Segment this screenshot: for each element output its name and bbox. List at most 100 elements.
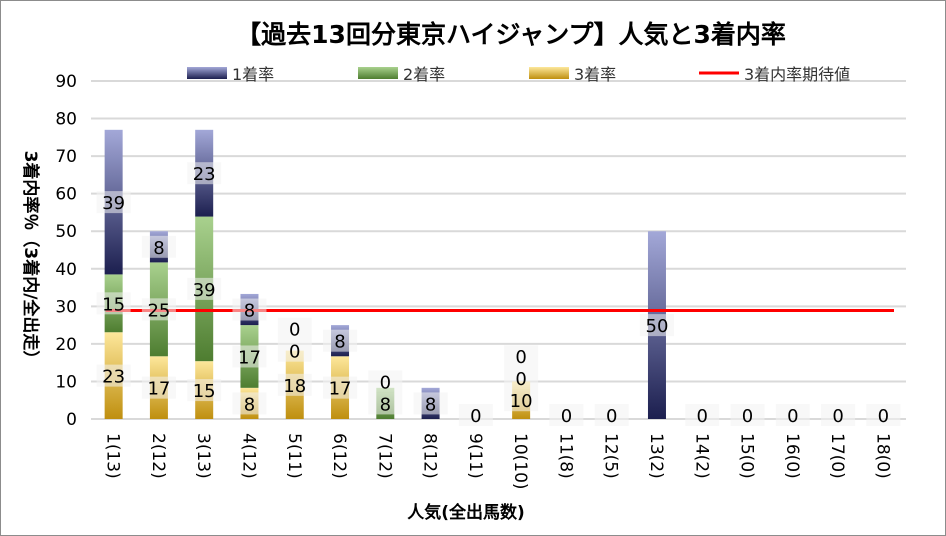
data-label: 15	[102, 294, 125, 315]
y-tick-label: 40	[55, 260, 77, 280]
data-label-box	[323, 329, 358, 352]
x-axis-label: 人気(全出馬数)	[407, 502, 525, 523]
x-tick-label: 3(13)	[193, 433, 213, 479]
legend-label: 2着率	[403, 65, 445, 84]
data-label: 8	[153, 238, 164, 259]
data-label-box	[504, 367, 539, 390]
data-label: 0	[515, 347, 526, 368]
data-label: 17	[238, 347, 261, 368]
data-label: 15	[193, 381, 216, 402]
x-tick-label: 2(12)	[148, 433, 168, 479]
legend-swatch	[187, 67, 227, 79]
y-axis-label: 3着内率％（3着内/全出走）	[20, 151, 41, 368]
data-label: 0	[606, 406, 617, 427]
data-label-box	[141, 298, 176, 321]
data-label-box	[594, 404, 629, 426]
y-tick-label: 10	[55, 372, 77, 392]
data-label-box	[96, 191, 131, 214]
y-tick-label: 80	[55, 110, 77, 130]
x-tick-label: 12(5)	[601, 433, 621, 479]
data-label: 0	[697, 406, 708, 427]
x-tick-label: 9(11)	[465, 433, 485, 479]
data-label: 0	[561, 406, 572, 427]
data-label-box	[504, 345, 539, 368]
data-label-box	[368, 370, 403, 393]
data-label-box	[730, 404, 765, 426]
gridlines	[91, 80, 906, 420]
data-label: 50	[646, 316, 669, 337]
data-label-box	[685, 404, 720, 426]
x-tick-label: 8(12)	[420, 433, 440, 479]
x-tick-label: 6(12)	[329, 433, 349, 479]
data-label: 0	[878, 406, 889, 427]
data-label-box	[232, 298, 267, 321]
data-label-box	[141, 376, 176, 399]
y-tick-label: 60	[55, 185, 77, 205]
data-label: 0	[470, 406, 481, 427]
data-label: 17	[147, 379, 170, 400]
data-label: 0	[832, 406, 843, 427]
data-label-box	[549, 404, 584, 426]
data-label: 8	[380, 394, 391, 415]
data-label-box	[821, 404, 856, 426]
data-label: 23	[102, 367, 125, 388]
data-label-box	[639, 314, 674, 337]
data-label: 8	[334, 332, 345, 353]
data-label-box	[96, 364, 131, 387]
data-label-box	[775, 404, 810, 426]
data-label: 8	[425, 394, 436, 415]
legend: 1着率 2着率 3着率 3着内率期待値	[187, 65, 850, 84]
x-tick-label: 4(12)	[238, 433, 258, 479]
x-tick-label: 14(2)	[691, 433, 711, 479]
y-tick-label: 50	[55, 222, 77, 242]
x-tick-label: 17(0)	[827, 433, 847, 479]
x-tick-label: 11(8)	[555, 433, 575, 479]
y-tick-label: 30	[55, 297, 77, 317]
data-label: 0	[742, 406, 753, 427]
data-label-box	[504, 389, 539, 412]
data-label-box	[187, 162, 222, 185]
data-label: 17	[329, 379, 352, 400]
data-label-box	[187, 379, 222, 402]
x-tick-label: 10(10)	[510, 433, 530, 490]
data-label: 23	[193, 164, 216, 185]
data-label-box	[458, 404, 493, 426]
data-label: 0	[289, 342, 300, 363]
x-tick-label: 1(13)	[103, 433, 123, 479]
data-label-box	[866, 404, 901, 426]
y-tick-labels: 0 10 20 30 40 50 60 70 80 90	[55, 72, 77, 430]
data-label: 8	[244, 301, 255, 322]
data-label: 25	[147, 300, 170, 321]
legend-swatch	[529, 67, 569, 79]
data-label-box	[141, 235, 176, 258]
data-label-box	[368, 392, 403, 415]
data-label: 39	[193, 280, 216, 301]
data-label: 0	[515, 369, 526, 390]
y-tick-label: 20	[55, 335, 77, 355]
legend-label: 3着率	[574, 65, 616, 84]
data-label: 0	[787, 406, 798, 427]
data-label: 0	[380, 372, 391, 393]
legend-label: 1着率	[232, 65, 274, 84]
x-tick-labels: 1(13) 2(12) 3(13) 4(12) 5(11) 6(12) 7(12) 8(12)…	[103, 433, 893, 490]
data-label: 8	[244, 394, 255, 415]
data-label-box	[96, 292, 131, 315]
y-tick-label: 90	[55, 72, 77, 92]
legend-swatch	[358, 67, 398, 79]
data-label-box	[413, 392, 448, 415]
x-tick-label: 7(12)	[374, 433, 394, 479]
x-tick-label: 18(0)	[872, 433, 892, 479]
legend-label: 3着内率期待値	[744, 65, 850, 84]
chart-title: 【過去13回分東京ハイジャンプ】人気と3着内率	[236, 20, 786, 49]
data-label: 39	[102, 193, 125, 214]
data-label-box	[232, 392, 267, 415]
data-label: 0	[289, 320, 300, 341]
y-tick-label: 0	[66, 410, 77, 430]
x-tick-label: 5(11)	[284, 433, 304, 479]
data-label-box	[277, 373, 312, 396]
data-label-box	[232, 345, 267, 368]
data-label-box	[277, 317, 312, 340]
